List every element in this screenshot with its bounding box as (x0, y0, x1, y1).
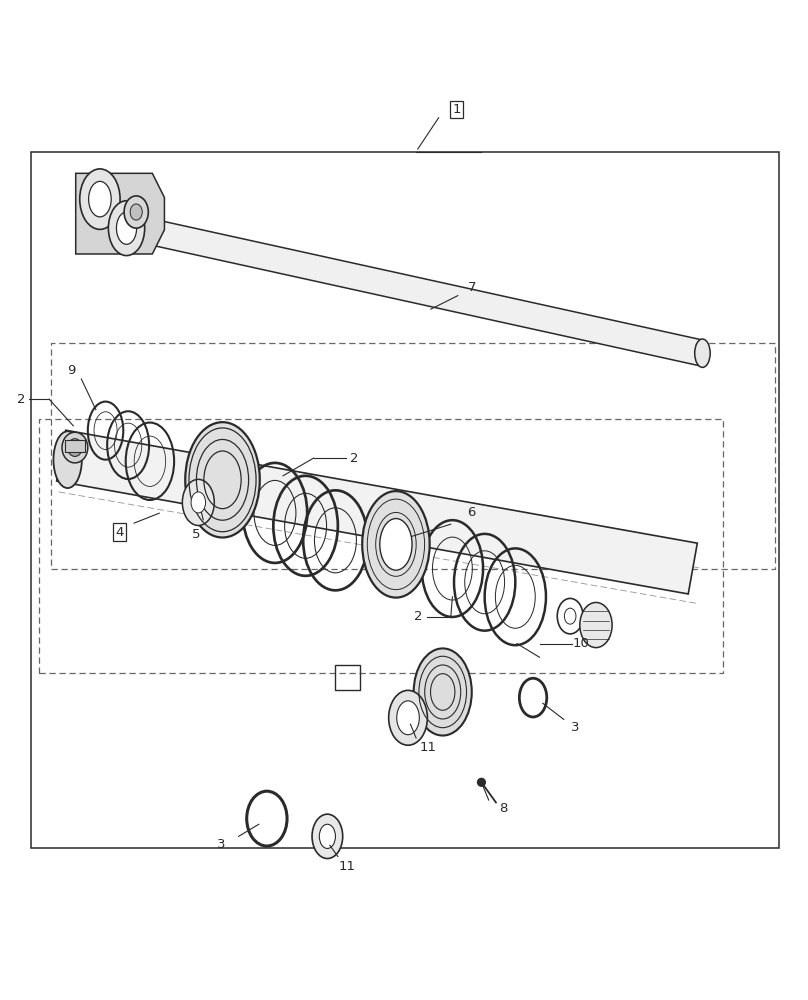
Text: 11: 11 (339, 860, 356, 873)
Ellipse shape (319, 824, 335, 848)
Text: 10: 10 (573, 637, 590, 650)
Polygon shape (57, 430, 697, 594)
Ellipse shape (108, 201, 145, 256)
Ellipse shape (580, 602, 612, 648)
Ellipse shape (312, 814, 343, 859)
Ellipse shape (116, 212, 137, 244)
Ellipse shape (185, 422, 260, 538)
Ellipse shape (380, 519, 412, 570)
Ellipse shape (191, 492, 205, 513)
Bar (335, 665, 360, 690)
Bar (65, 440, 85, 452)
Ellipse shape (62, 432, 88, 463)
Ellipse shape (130, 204, 142, 220)
Ellipse shape (695, 339, 710, 367)
Text: 3: 3 (570, 721, 579, 734)
Text: 1: 1 (452, 103, 461, 116)
Text: 2: 2 (17, 393, 25, 406)
Ellipse shape (362, 491, 430, 598)
Text: 6: 6 (467, 506, 475, 519)
Ellipse shape (68, 439, 82, 456)
Text: 5: 5 (191, 528, 200, 541)
Text: 8: 8 (499, 802, 507, 815)
Ellipse shape (478, 778, 486, 786)
Ellipse shape (89, 181, 112, 217)
Text: 4: 4 (115, 526, 124, 539)
Text: 3: 3 (217, 838, 225, 851)
Ellipse shape (124, 196, 149, 228)
Bar (51, 343, 775, 569)
Ellipse shape (183, 479, 214, 525)
Text: 2: 2 (350, 452, 358, 465)
Ellipse shape (414, 648, 472, 736)
Text: 7: 7 (469, 281, 477, 294)
Bar (40, 419, 722, 673)
Bar (32, 152, 779, 848)
Text: 2: 2 (415, 610, 423, 623)
Polygon shape (76, 173, 165, 254)
Ellipse shape (389, 690, 427, 745)
Ellipse shape (80, 169, 120, 229)
Ellipse shape (397, 701, 419, 735)
Text: 11: 11 (419, 741, 436, 754)
Text: 9: 9 (68, 364, 76, 377)
Polygon shape (139, 217, 705, 366)
Ellipse shape (53, 431, 82, 488)
